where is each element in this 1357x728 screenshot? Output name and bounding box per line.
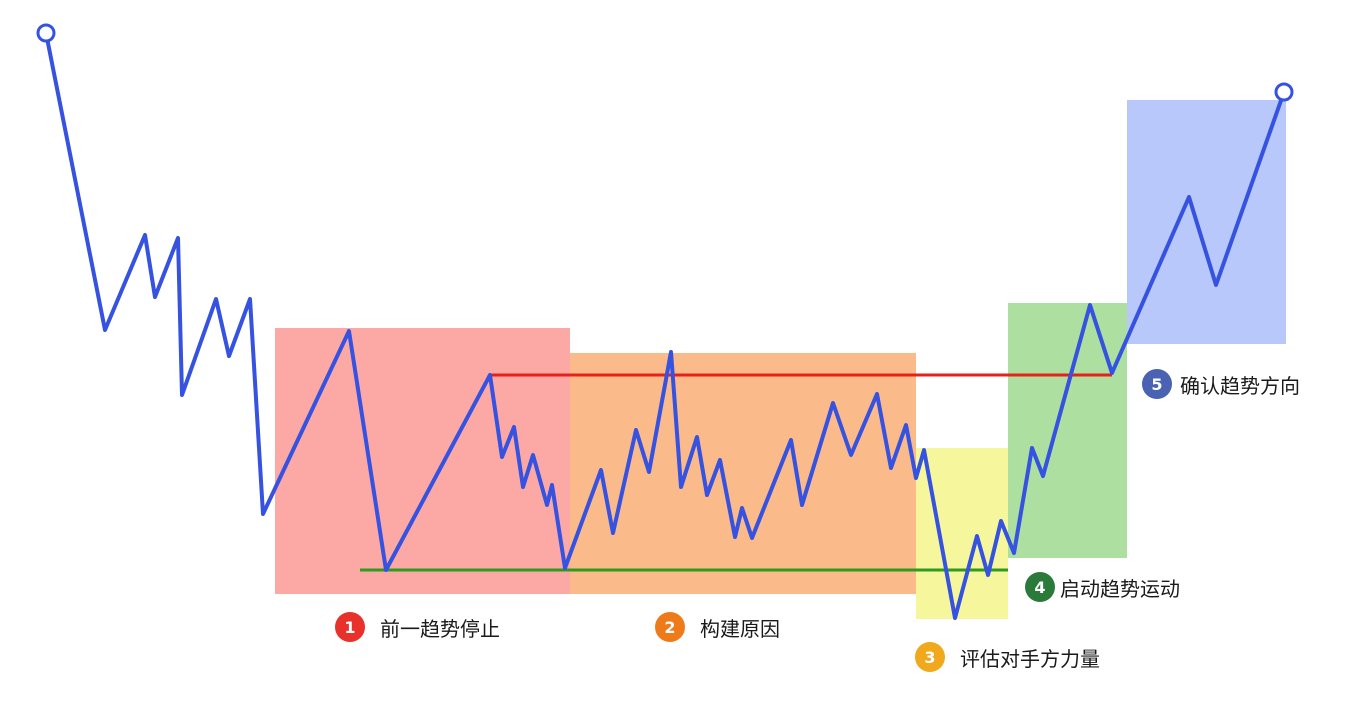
badge-3-number: 3	[924, 648, 935, 667]
zone-cause	[570, 353, 916, 594]
label-test: 3 评估对手方力量	[915, 642, 1100, 672]
label-4-text: 启动趋势运动	[1060, 577, 1180, 601]
badge-4-number: 4	[1034, 578, 1045, 597]
label-stop: 1 前一趋势停止	[335, 612, 500, 642]
badge-3	[915, 642, 945, 672]
zone-start	[1008, 303, 1127, 558]
end-point-marker	[1274, 82, 1294, 102]
label-cause: 2 构建原因	[655, 612, 780, 642]
label-3-text: 评估对手方力量	[960, 647, 1100, 671]
badge-4	[1025, 572, 1055, 602]
zone-stop	[275, 328, 570, 594]
label-1-text: 前一趋势停止	[380, 617, 500, 641]
zone-confirm	[1127, 100, 1286, 344]
badge-2-number: 2	[664, 618, 675, 637]
price-path-line	[44, 31, 1286, 620]
badge-2	[655, 612, 685, 642]
label-confirm: 5 确认趋势方向	[1142, 369, 1300, 399]
badge-5-number: 5	[1151, 375, 1162, 394]
badge-1-number: 1	[344, 618, 355, 637]
badge-1	[335, 612, 365, 642]
label-2-text: 构建原因	[700, 617, 780, 641]
start-point-marker	[36, 23, 56, 43]
label-5-text: 确认趋势方向	[1180, 374, 1300, 398]
label-start: 4 启动趋势运动	[1025, 572, 1180, 602]
badge-5	[1142, 369, 1172, 399]
